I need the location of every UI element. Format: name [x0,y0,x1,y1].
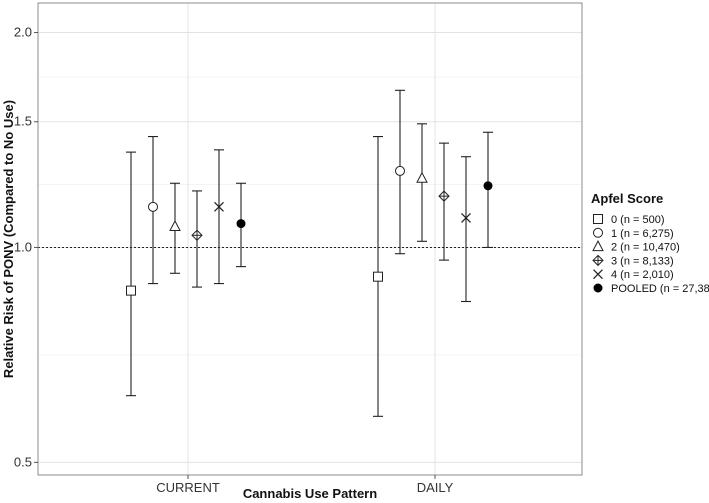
axes-layer: 0.5 1.0 1.5 2.0 CURRENT DAILY [14,25,454,495]
y-tick-label: 0.5 [14,454,32,469]
legend-key [593,227,603,238]
data-point [169,219,181,231]
data-point [438,190,450,202]
legend-key [592,240,604,252]
x-axis-title: Cannabis Use Pattern [243,486,377,501]
error-bar [461,156,471,303]
data-point [236,219,246,229]
data-point [126,285,136,296]
data-point [191,229,203,241]
legend-label: 0 (n = 500) [611,214,665,226]
legend-key [593,214,603,224]
y-tick-label: 1.0 [14,239,32,254]
data-point [395,165,405,176]
data-point [461,212,471,223]
legend-label: POOLED (n = 27,388) [611,283,709,295]
data-point [416,171,428,183]
data-point [214,201,224,212]
legend-label: 1 (n = 6,275) [611,228,674,240]
error-bar [126,151,136,397]
plot-panel-border [37,2,583,476]
legend-key [593,283,603,293]
data-point [373,271,383,282]
legend-key [592,254,604,267]
y-axis-title: Relative Risk of PONV (Compared to No Us… [1,100,16,378]
legend-label: 2 (n = 10,470) [611,242,680,254]
x-tick-label: CURRENT [156,480,220,495]
data-point [483,181,493,191]
legend: Apfel Score 0 (n = 500) 1 (n = 6,275) 2 (n… [591,191,709,295]
legend-label: 3 (n = 8,133) [611,255,674,267]
error-bar [214,149,224,285]
y-tick-label: 1.5 [14,114,32,129]
data-point [148,201,158,212]
legend-title: Apfel Score [591,191,663,206]
legend-key [593,269,603,280]
y-tick-label: 2.0 [14,25,32,40]
x-tick-label: DAILY [417,480,454,495]
legend-label: 4 (n = 2,010) [611,269,674,281]
data-points-layer [126,89,493,417]
